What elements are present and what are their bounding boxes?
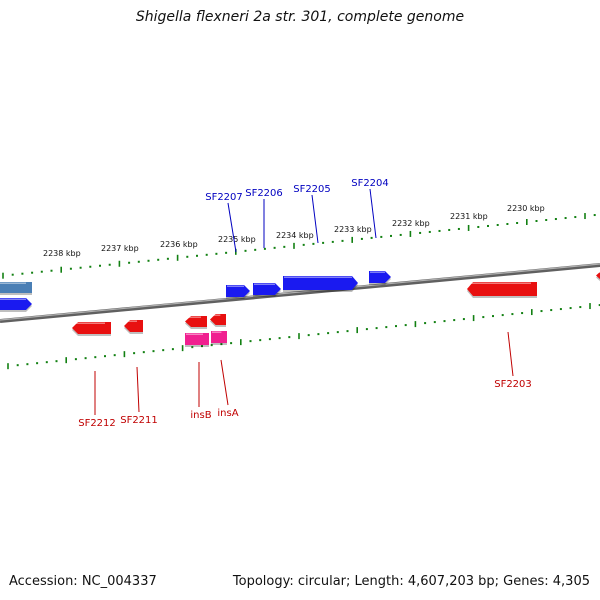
gene-sf2211 — [124, 320, 143, 334]
label-sf2205: SF2205 — [293, 184, 331, 244]
svg-text:SF2204: SF2204 — [351, 178, 389, 189]
label-sf2203: SF2203 — [494, 331, 532, 390]
genome-title: Shigella flexneri 2a str. 301, complete … — [135, 9, 465, 25]
gene-partial-left-forward — [0, 298, 32, 312]
genome-summary: Topology: circular; Length: 4,607,203 bp… — [232, 574, 590, 589]
ruler-label: 2232 kbp — [392, 219, 430, 228]
label-sf2212: SF2212 — [78, 371, 116, 429]
gene-sf2203 — [467, 282, 537, 298]
svg-text:insA: insA — [217, 408, 238, 419]
ruler-label: 2236 kbp — [160, 240, 198, 249]
label-insa: insA — [217, 359, 239, 419]
gene-insa — [211, 331, 227, 345]
ruler-label: 2238 kbp — [43, 249, 81, 258]
ruler-labels: 2238 kbp 2237 kbp 2236 kbp 2235 kbp 2234 kbp… — [43, 204, 545, 258]
ruler-label: 2235 kbp — [218, 235, 256, 244]
ruler-label: 2234 kbp — [276, 231, 314, 240]
ruler-label: 2233 kbp — [334, 225, 372, 234]
genome-backbone-highlight — [0, 263, 600, 321]
label-sf2204: SF2204 — [351, 178, 389, 239]
gene-labels: SF2207 SF2206 SF2205 SF2204 SF2212 SF2211 insB… — [78, 178, 532, 429]
gene-sf2206 — [253, 283, 281, 297]
gene-insb-upper — [185, 316, 207, 329]
gene-insa-upper — [210, 314, 226, 327]
svg-text:SF2203: SF2203 — [494, 379, 532, 390]
ruler-label: 2231 kbp — [450, 212, 488, 221]
label-sf2207: SF2207 — [205, 192, 243, 253]
ruler-label: 2230 kbp — [507, 204, 545, 213]
accession-label: Accession: NC_004337 — [9, 574, 157, 589]
upper-ruler — [2, 213, 596, 279]
svg-text:insB: insB — [190, 410, 211, 421]
gene-sf2207 — [226, 285, 250, 299]
label-sf2206: SF2206 — [245, 188, 283, 248]
lower-ruler — [7, 303, 600, 370]
gene-partial-right — [596, 271, 600, 282]
gene-sf2212 — [72, 322, 111, 336]
gene-sf2204 — [369, 271, 391, 285]
svg-text:SF2212: SF2212 — [78, 418, 116, 429]
svg-text:SF2206: SF2206 — [245, 188, 283, 199]
genome-backbone — [0, 263, 600, 323]
svg-text:SF2205: SF2205 — [293, 184, 331, 195]
svg-text:SF2207: SF2207 — [205, 192, 243, 203]
svg-text:SF2211: SF2211 — [120, 415, 158, 426]
gene-sf2205 — [283, 276, 358, 292]
ruler-label: 2237 kbp — [101, 244, 139, 253]
gene-insb — [185, 333, 209, 347]
label-sf2211: SF2211 — [120, 366, 158, 426]
label-insb: insB — [190, 362, 212, 421]
gene-partial-left-steelblue — [0, 282, 32, 295]
gene-features — [0, 271, 600, 347]
